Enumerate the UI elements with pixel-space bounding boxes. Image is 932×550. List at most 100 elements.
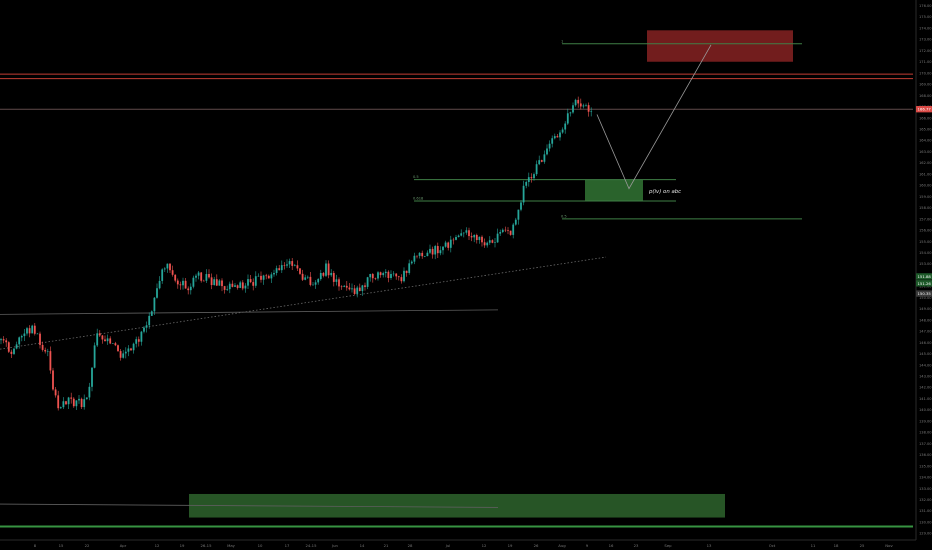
candle-body[interactable] <box>561 129 564 133</box>
candle-body[interactable] <box>577 99 580 104</box>
candle-body[interactable] <box>187 288 190 291</box>
candle-body[interactable] <box>153 297 156 312</box>
candle-body[interactable] <box>306 276 309 278</box>
candle-body[interactable] <box>260 275 262 280</box>
candle-body[interactable] <box>460 233 463 236</box>
candle-body[interactable] <box>200 272 203 281</box>
candle-body[interactable] <box>309 276 312 285</box>
candle-body[interactable] <box>44 349 47 352</box>
candle-body[interactable] <box>59 407 62 409</box>
candle-body[interactable] <box>514 219 517 225</box>
candle-body[interactable] <box>335 279 338 282</box>
candle-body[interactable] <box>546 148 548 155</box>
trendline-0[interactable] <box>0 256 607 350</box>
candle-body[interactable] <box>75 400 78 407</box>
candle-body[interactable] <box>408 263 411 273</box>
candle-body[interactable] <box>184 280 187 289</box>
candle-body[interactable] <box>553 136 556 139</box>
candle-body[interactable] <box>501 229 504 233</box>
candle-body[interactable] <box>488 240 491 243</box>
candle-body[interactable] <box>117 345 119 352</box>
candle-body[interactable] <box>559 132 561 138</box>
candle-body[interactable] <box>241 282 244 289</box>
candle-body[interactable] <box>364 285 366 287</box>
candle-body[interactable] <box>522 185 525 203</box>
candle-body[interactable] <box>54 389 57 396</box>
entry-zone[interactable] <box>585 179 643 201</box>
candle-body[interactable] <box>215 279 218 286</box>
candle-body[interactable] <box>429 248 431 253</box>
candle-body[interactable] <box>481 236 483 243</box>
candle-body[interactable] <box>111 343 114 344</box>
candle-body[interactable] <box>569 112 572 114</box>
candle-body[interactable] <box>15 344 18 349</box>
candle-body[interactable] <box>189 286 192 291</box>
candle-body[interactable] <box>223 286 226 290</box>
candle-body[interactable] <box>351 288 353 290</box>
candle-body[interactable] <box>218 280 221 286</box>
candle-body[interactable] <box>169 263 171 271</box>
candle-body[interactable] <box>491 240 494 243</box>
candle-body[interactable] <box>143 327 145 332</box>
candle-body[interactable] <box>33 325 36 334</box>
candle-body[interactable] <box>483 242 486 246</box>
candle-body[interactable] <box>101 335 104 340</box>
trendline-1[interactable] <box>0 309 499 315</box>
candle-body[interactable] <box>210 277 213 286</box>
demand-zone[interactable] <box>189 493 725 518</box>
candle-body[interactable] <box>556 136 559 138</box>
candle-body[interactable] <box>366 277 369 287</box>
candle-body[interactable] <box>434 246 437 255</box>
candle-body[interactable] <box>182 280 184 286</box>
candle-body[interactable] <box>449 239 452 248</box>
candle-body[interactable] <box>174 274 177 281</box>
candle-body[interactable] <box>551 138 554 144</box>
candle-body[interactable] <box>5 340 8 343</box>
candle-body[interactable] <box>91 367 93 387</box>
candle-body[interactable] <box>2 339 5 341</box>
candle-body[interactable] <box>20 336 23 338</box>
candle-body[interactable] <box>41 344 44 350</box>
candle-body[interactable] <box>356 287 359 294</box>
candle-body[interactable] <box>163 268 166 270</box>
candle-body[interactable] <box>447 242 450 248</box>
candle-body[interactable] <box>374 278 377 279</box>
candle-body[interactable] <box>296 265 299 269</box>
candle-body[interactable] <box>392 273 395 275</box>
candle-body[interactable] <box>496 233 499 243</box>
candle-body[interactable] <box>548 143 551 149</box>
candle-body[interactable] <box>431 248 434 255</box>
candle-body[interactable] <box>122 353 125 358</box>
candle-body[interactable] <box>150 311 153 316</box>
projection-path[interactable] <box>596 44 712 190</box>
candle-body[interactable] <box>18 337 21 345</box>
candle-body[interactable] <box>405 270 408 273</box>
candle-body[interactable] <box>314 282 317 285</box>
candle-body[interactable] <box>244 285 247 289</box>
candle-body[interactable] <box>36 333 39 335</box>
candle-body[interactable] <box>148 315 151 326</box>
candle-body[interactable] <box>78 398 80 401</box>
candle-body[interactable] <box>7 342 10 352</box>
candle-body[interactable] <box>72 398 75 407</box>
candle-body[interactable] <box>540 160 543 162</box>
candle-body[interactable] <box>340 286 343 288</box>
candle-body[interactable] <box>387 271 390 278</box>
candle-body[interactable] <box>231 283 234 287</box>
candle-body[interactable] <box>384 271 387 274</box>
candle-body[interactable] <box>512 224 515 235</box>
candle-body[interactable] <box>504 229 507 231</box>
candle-body[interactable] <box>39 333 41 345</box>
candle-body[interactable] <box>353 288 356 294</box>
candle-body[interactable] <box>23 333 26 337</box>
candle-body[interactable] <box>124 351 127 354</box>
candle-body[interactable] <box>358 287 361 292</box>
candle-body[interactable] <box>436 246 439 254</box>
candle-body[interactable] <box>171 270 174 275</box>
candle-body[interactable] <box>457 235 460 237</box>
candle-body[interactable] <box>286 264 288 266</box>
candle-body[interactable] <box>249 279 252 283</box>
target-zone[interactable] <box>647 30 793 62</box>
candle-body[interactable] <box>166 263 169 269</box>
